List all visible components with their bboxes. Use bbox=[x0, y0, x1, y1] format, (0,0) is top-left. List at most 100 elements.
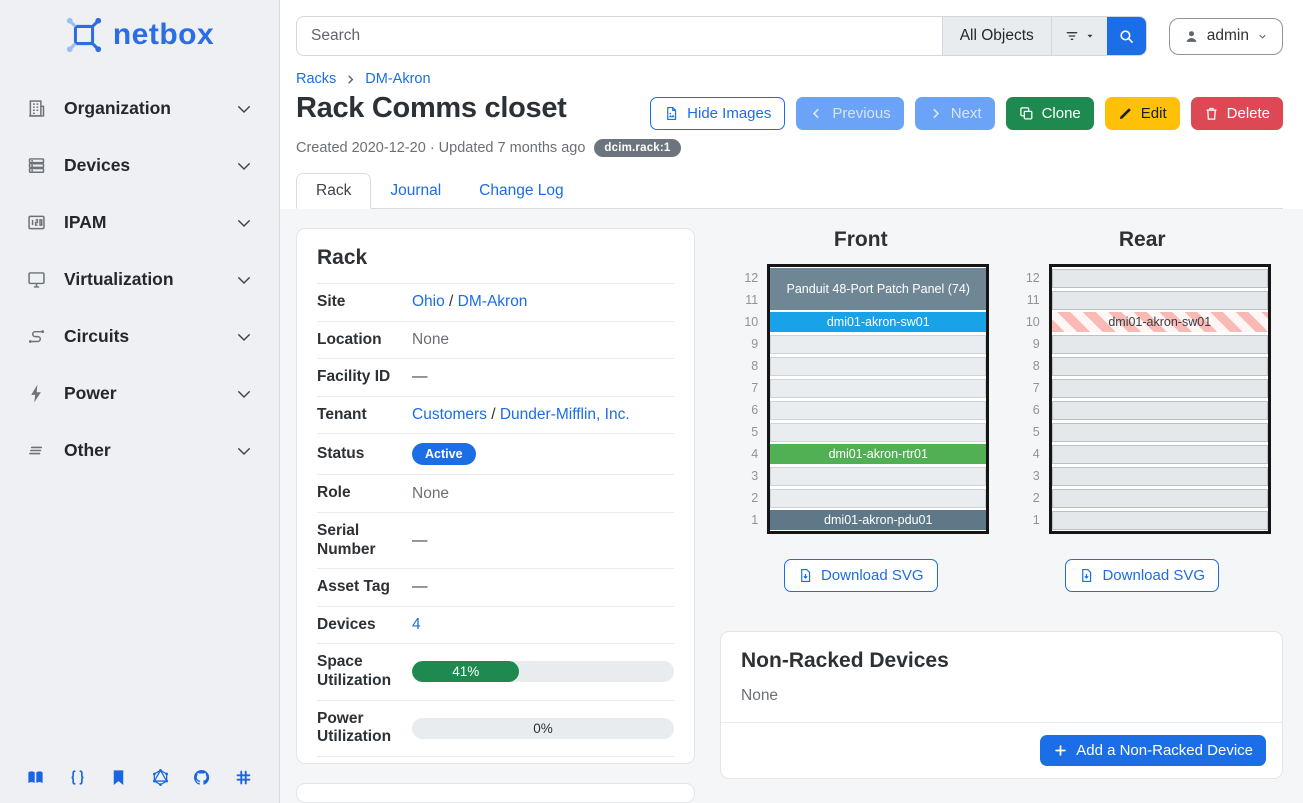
unit-number: 6 bbox=[751, 403, 759, 417]
add-non-racked-device-button[interactable]: Add a Non-Racked Device bbox=[1040, 735, 1266, 766]
link-customers[interactable]: Customers bbox=[412, 406, 487, 424]
slack-icon[interactable] bbox=[234, 768, 253, 787]
breadcrumb-link-site[interactable]: DM-Akron bbox=[365, 71, 431, 87]
github-icon[interactable] bbox=[192, 768, 211, 787]
rack-device-dmi01-akron-pdu01[interactable]: dmi01-akron-pdu01 bbox=[770, 510, 987, 530]
netbox-logo[interactable]: netbox bbox=[0, 0, 279, 60]
search-input[interactable] bbox=[297, 17, 942, 55]
rack-unit-slot bbox=[1051, 399, 1268, 421]
sidebar-item-virtualization[interactable]: Virtualization bbox=[26, 251, 253, 308]
chevron-down-icon bbox=[235, 214, 253, 232]
link-ohio[interactable]: Ohio bbox=[412, 293, 445, 311]
value-empty: — bbox=[412, 368, 428, 386]
unit-numbers: 12 11 10 9 8 7 6 5 4 3 2 1 bbox=[1014, 264, 1040, 534]
sidebar-item-other[interactable]: Other bbox=[26, 422, 253, 479]
info-value: 0% bbox=[412, 717, 674, 739]
rack-device-panduit-48-port-patch-panel-74[interactable]: Panduit 48-Port Patch Panel (74) bbox=[770, 268, 987, 310]
rack-unit-slot bbox=[770, 355, 987, 377]
download-svg-front-button[interactable]: Download SVG bbox=[783, 559, 938, 592]
page-title: Rack Comms closet bbox=[296, 92, 567, 124]
tab-rack[interactable]: Rack bbox=[296, 173, 372, 209]
next-button[interactable]: Next bbox=[914, 97, 995, 130]
info-value: Ohio / DM-Akron bbox=[412, 293, 674, 311]
main-area: All Objects bbox=[280, 0, 1303, 803]
download-svg-rear-button[interactable]: Download SVG bbox=[1065, 559, 1220, 592]
info-label: Power Utilization bbox=[317, 709, 392, 746]
sidebar-item-label: Devices bbox=[64, 155, 131, 175]
bookmark-icon[interactable] bbox=[109, 768, 128, 787]
search-scope-select[interactable]: All Objects bbox=[941, 17, 1051, 55]
docs-book-icon[interactable] bbox=[26, 768, 45, 787]
unit-number: 10 bbox=[1025, 315, 1040, 329]
search-filter-button[interactable] bbox=[1050, 17, 1107, 55]
rack-unit-slot bbox=[1051, 421, 1268, 443]
rack-device-dmi01-akron-sw01[interactable]: dmi01-akron-sw01 bbox=[770, 312, 987, 332]
rack-device-dmi01-akron-rtr01[interactable]: dmi01-akron-rtr01 bbox=[770, 444, 987, 464]
value-link[interactable]: 4 bbox=[412, 616, 421, 634]
elevation-title: Rear bbox=[1118, 228, 1166, 251]
previous-button[interactable]: Previous bbox=[796, 97, 904, 130]
info-value: Active bbox=[412, 443, 674, 466]
unit-number: 5 bbox=[751, 425, 759, 439]
search-submit-button[interactable] bbox=[1106, 17, 1146, 55]
unit-number: 7 bbox=[751, 381, 759, 395]
tab-journal[interactable]: Journal bbox=[390, 182, 442, 199]
rack-unit-slot bbox=[1051, 377, 1268, 399]
rack-unit-slot-fill bbox=[1051, 422, 1268, 442]
panel-title: Rack bbox=[317, 246, 368, 269]
info-value: — bbox=[412, 532, 674, 550]
rack-unit-slot bbox=[770, 487, 987, 509]
rack-unit-slot-fill bbox=[770, 378, 987, 398]
breadcrumb-link-racks[interactable]: Racks bbox=[296, 71, 337, 87]
info-label: Role bbox=[317, 484, 351, 502]
chevron-down-icon bbox=[235, 100, 253, 118]
sidebar-item-ipam[interactable]: IPAM bbox=[26, 194, 253, 251]
header-zone: All Objects bbox=[280, 0, 1303, 209]
left-column: Rack Site Ohio / DM-Akron Location None Faci… bbox=[296, 228, 695, 803]
info-label: Site bbox=[317, 293, 346, 310]
unit-number: 8 bbox=[751, 359, 759, 373]
sidebar-item-power[interactable]: Power bbox=[26, 365, 253, 422]
user-menu-button[interactable]: admin bbox=[1168, 17, 1283, 55]
clone-button[interactable]: Clone bbox=[1005, 97, 1094, 130]
rack-unit-slot-fill bbox=[770, 422, 987, 442]
tab-change-log[interactable]: Change Log bbox=[479, 182, 564, 199]
info-value: None bbox=[412, 485, 674, 503]
building-icon bbox=[26, 98, 47, 119]
value-text: None bbox=[412, 484, 450, 502]
link-dm-akron[interactable]: DM-Akron bbox=[457, 293, 528, 311]
edit-button[interactable]: Edit bbox=[1104, 97, 1180, 130]
info-value: Customers / Dunder-Mifflin, Inc. bbox=[412, 406, 674, 424]
rack-unit-slot-fill bbox=[1051, 334, 1268, 354]
progress-fill: 41% bbox=[412, 661, 520, 683]
chevron-down-icon bbox=[235, 442, 253, 460]
sidebar-nav: Organization Devices IPAM Virtualization Cir… bbox=[0, 60, 279, 479]
elevations: Front 12 11 10 9 8 7 6 5 4 3 2 1 Panduit 48-Port Pa… bbox=[720, 228, 1283, 592]
unit-number: 7 bbox=[1032, 381, 1040, 395]
sidebar-item-devices[interactable]: Devices bbox=[26, 137, 253, 194]
rack-unit-slot-fill bbox=[770, 334, 987, 354]
chevron-down-icon bbox=[235, 157, 253, 175]
rack-unit-slot-fill bbox=[1051, 444, 1268, 464]
elevation-title: Front bbox=[833, 228, 888, 251]
pencil-icon bbox=[1118, 106, 1133, 121]
unit-number: 12 bbox=[1025, 271, 1040, 285]
delete-button[interactable]: Delete bbox=[1190, 97, 1283, 130]
unit-number: 6 bbox=[1032, 403, 1040, 417]
api-braces-icon[interactable] bbox=[68, 768, 87, 787]
info-row-devices: Devices 4 bbox=[317, 605, 674, 644]
rack-device-dmi01-akron-sw01[interactable]: dmi01-akron-sw01 bbox=[1051, 312, 1268, 332]
sidebar-item-organization[interactable]: Organization bbox=[26, 80, 253, 137]
trash-icon bbox=[1204, 106, 1219, 121]
info-row-role: Role None bbox=[317, 474, 674, 512]
hide-images-button[interactable]: Hide Images bbox=[650, 97, 786, 130]
info-row-serial-number: Serial Number — bbox=[317, 511, 674, 568]
sidebar-item-circuits[interactable]: Circuits bbox=[26, 308, 253, 365]
link-dunder-mifflin-inc[interactable]: Dunder-Mifflin, Inc. bbox=[499, 406, 630, 424]
netbox-logo-icon bbox=[65, 16, 103, 54]
graphql-icon[interactable] bbox=[151, 768, 170, 787]
separator: / bbox=[486, 406, 500, 424]
object-actions: Hide Images Previous Next bbox=[650, 97, 1283, 130]
sidebar-item-label: Power bbox=[64, 383, 117, 403]
unit-numbers: 12 11 10 9 8 7 6 5 4 3 2 1 bbox=[732, 264, 758, 534]
